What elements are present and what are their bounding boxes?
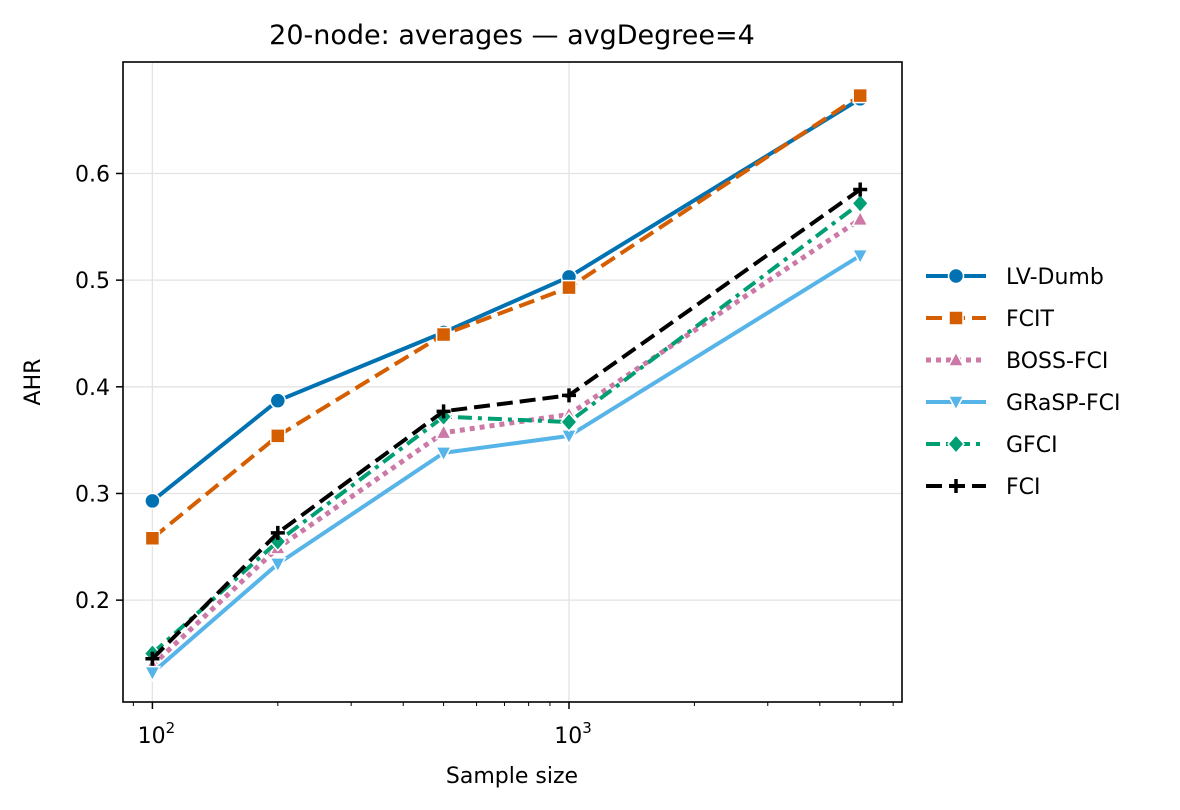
legend-swatch-marker xyxy=(947,395,965,412)
data-point-grasp-fci xyxy=(434,446,453,463)
legend-item-lv-dumb: LV-Dumb xyxy=(926,265,1104,290)
axis-ticks: 0.2 0.3 0.4 0.5 0.6 102 103 xyxy=(75,162,894,749)
x-tick-label: 103 xyxy=(554,719,592,749)
series-gfci xyxy=(143,193,870,664)
legend-swatch-marker xyxy=(947,350,965,367)
legend-label: GFCI xyxy=(1006,433,1058,458)
series-line-fci xyxy=(150,187,862,661)
legend-item-fci: FCI xyxy=(926,475,1041,500)
data-point-fcit xyxy=(561,279,577,296)
data-point-boss-fci xyxy=(434,423,453,440)
legend-swatch-marker xyxy=(946,433,966,455)
series-line-boss-fci xyxy=(150,217,862,668)
y-tick-label: 0.6 xyxy=(75,162,110,187)
data-point-fcit xyxy=(435,326,452,343)
data-point-lv-dumb xyxy=(144,492,161,510)
data-point-fcit xyxy=(852,87,868,104)
legend-label: FCIT xyxy=(1006,307,1055,332)
data-point-grasp-fci xyxy=(143,665,162,683)
data-point-fci xyxy=(853,182,868,197)
y-tick-label: 0.2 xyxy=(75,589,110,614)
chart-title: 20-node: averages — avgDegree=4 xyxy=(269,20,755,51)
data-point-lv-dumb xyxy=(269,392,287,409)
legend-label: FCI xyxy=(1006,475,1041,500)
legend-swatch-marker xyxy=(949,479,963,493)
legend-item-grasp-fci: GRaSP-FCI xyxy=(926,391,1121,416)
legend-label: BOSS-FCI xyxy=(1006,349,1108,374)
data-point-gfci xyxy=(851,193,870,214)
legend-swatch-marker xyxy=(948,310,964,326)
series-fci xyxy=(145,182,868,666)
y-tick-label: 0.4 xyxy=(75,376,110,401)
series-line-lv-dumb xyxy=(151,97,862,503)
y-tick-label: 0.5 xyxy=(75,269,110,294)
x-axis-title: Sample size xyxy=(446,764,578,789)
data-point-gfci xyxy=(559,411,579,433)
y-tick-label: 0.3 xyxy=(75,482,110,507)
data-point-fcit xyxy=(144,530,161,547)
data-point-grasp-fci xyxy=(851,248,869,266)
series-line-grasp-fci xyxy=(151,253,862,675)
x-tick-label: 102 xyxy=(138,719,176,749)
data-point-boss-fci xyxy=(851,209,869,227)
y-axis-title: AHR xyxy=(21,359,46,406)
data-point-fci xyxy=(145,651,160,666)
series-fcit xyxy=(144,87,868,547)
legend-item-gfci: GFCI xyxy=(926,433,1058,458)
data-point-fcit xyxy=(270,428,286,444)
series-grasp-fci xyxy=(143,248,869,683)
legend-item-boss-fci: BOSS-FCI xyxy=(926,349,1108,374)
plot-area-frame xyxy=(122,61,903,703)
data-point-fci xyxy=(561,388,576,403)
data-point-fci xyxy=(436,404,451,419)
series-line-gfci xyxy=(151,201,862,655)
legend-swatch-marker xyxy=(947,267,965,285)
legend-label: GRaSP-FCI xyxy=(1006,391,1121,416)
legend-label: LV-Dumb xyxy=(1006,265,1104,290)
grid-lines xyxy=(123,62,902,702)
legend-item-fcit: FCIT xyxy=(926,307,1055,332)
series-lines xyxy=(143,87,870,683)
data-point-grasp-fci xyxy=(269,557,287,574)
data-point-fci xyxy=(270,525,285,540)
legend: LV-Dumb FCIT BOSS-FCI GRaSP-FCI GFCI FCI xyxy=(926,265,1121,500)
